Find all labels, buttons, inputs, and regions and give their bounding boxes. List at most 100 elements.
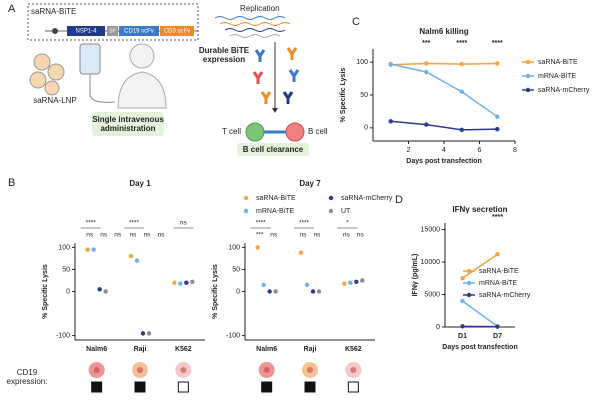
legend-label: saRNA-BiTE — [479, 268, 519, 275]
x-tick-label: Nalm6 — [86, 346, 107, 353]
dot — [178, 281, 183, 286]
sp-text: SP — [109, 28, 116, 34]
cell-nucleus — [263, 367, 270, 373]
y-tick-label: 15000 — [421, 226, 441, 233]
y-axis-label: % Specific Lysis — [42, 264, 49, 319]
legend-marker — [525, 59, 531, 65]
chart-title: Day 1 — [129, 179, 151, 188]
y-tick-label: 0 — [236, 288, 240, 295]
cell-nucleus — [137, 367, 143, 373]
significance: ns — [180, 220, 188, 227]
significance: ns — [144, 232, 152, 239]
significance: * — [346, 220, 349, 227]
rna-copy — [224, 28, 286, 32]
point — [424, 61, 429, 66]
dot — [360, 278, 365, 283]
bite-molecules — [252, 47, 300, 104]
point — [459, 61, 464, 67]
x-tick-label: Raji — [304, 346, 317, 353]
cd19-box — [304, 381, 316, 393]
dot — [273, 289, 278, 294]
replication-text: Replication — [240, 4, 280, 13]
administration-label: Single intravenous administration — [92, 112, 164, 137]
iv-tube — [89, 74, 116, 103]
dot — [310, 289, 316, 294]
dot — [298, 250, 304, 255]
legend-marker — [328, 208, 334, 214]
person-body — [117, 71, 167, 109]
clearance-label: B cell clearance — [237, 143, 309, 157]
legend-label: saRNA-BiTE — [256, 195, 296, 202]
cell-nucleus — [307, 367, 313, 373]
point — [495, 61, 500, 66]
significance: ns — [100, 232, 108, 239]
point — [388, 61, 393, 67]
cd19-box — [134, 381, 146, 393]
rna-copy — [214, 16, 286, 20]
x-tick-label: D1 — [458, 333, 467, 340]
durable-label: Durable BiTE expression — [198, 46, 250, 65]
b-cell-label: B cell — [308, 127, 328, 136]
point — [460, 324, 465, 329]
dot — [255, 245, 260, 250]
panel-label: B — [8, 177, 15, 189]
dot — [190, 279, 195, 284]
significance: **** — [86, 220, 97, 227]
x-tick-label: 8 — [513, 147, 517, 154]
dot — [103, 289, 108, 294]
rna-copy — [219, 22, 291, 26]
y-tick-label: 5000 — [424, 291, 440, 298]
chart-title: Nalm6 killing — [419, 27, 468, 36]
y-tick-label: -100 — [56, 332, 70, 339]
legend-marker — [466, 268, 472, 274]
significance: **** — [129, 220, 140, 227]
legend-label: saRNA-mCherry — [538, 87, 590, 94]
dot — [172, 280, 177, 285]
y-tick-label: 50 — [62, 266, 70, 273]
cd19-box — [347, 381, 359, 393]
series-line — [462, 300, 498, 327]
dot — [348, 280, 353, 285]
point — [495, 126, 500, 132]
legend-label: mRNA-BiTE — [256, 208, 294, 215]
cap — [52, 28, 58, 34]
y-tick-label: 50 — [360, 92, 368, 99]
legend-label: UT — [341, 208, 351, 215]
y-tick-label: 100 — [356, 59, 368, 66]
dot — [261, 282, 266, 288]
legend-marker — [243, 195, 249, 201]
significance: ns — [114, 232, 122, 239]
series-line — [390, 63, 498, 118]
dot — [304, 282, 310, 288]
dot — [128, 254, 134, 259]
cell-nucleus — [350, 367, 357, 373]
iv-bag — [79, 43, 101, 75]
legend-label: mRNA-BiTE — [479, 280, 517, 287]
x-tick-label: 4 — [442, 147, 446, 154]
dot — [146, 331, 152, 336]
significance: *** — [256, 232, 264, 239]
series-line — [390, 62, 498, 66]
dot — [316, 289, 322, 294]
legend-marker — [243, 208, 249, 214]
series-line — [462, 253, 498, 279]
chart-title: IFNγ secretion — [452, 205, 507, 214]
person-head — [129, 43, 155, 69]
dot — [97, 287, 102, 292]
legend-label: saRNA-mCherry — [479, 292, 531, 299]
legend-marker — [466, 292, 472, 298]
point — [459, 89, 464, 94]
cd19-box — [177, 381, 189, 393]
point — [495, 114, 500, 119]
nsp-text: NSP1-4 — [75, 29, 97, 35]
legend-label: saRNA-mCherry — [341, 195, 393, 202]
y-axis-label: % Specific Lysis — [340, 68, 347, 123]
significance: ns — [86, 232, 94, 239]
cd19-box — [91, 381, 103, 393]
cd3-text: CD3 scFv — [164, 29, 190, 35]
cell-nucleus — [93, 367, 100, 373]
point — [460, 298, 465, 304]
y-tick-label: 0 — [66, 288, 70, 295]
